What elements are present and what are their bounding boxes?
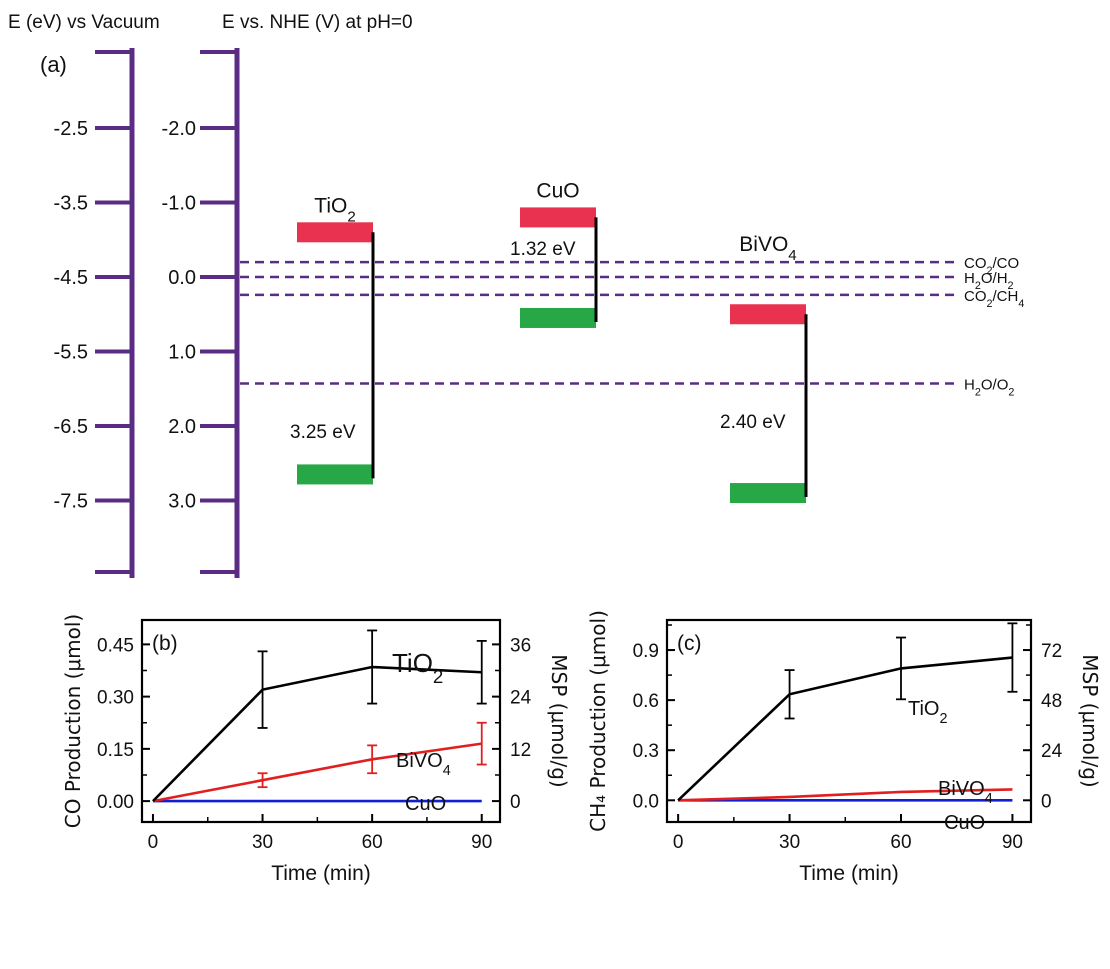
material-name: BiVO4: [739, 233, 796, 264]
y2-tick-label: 36: [510, 635, 531, 656]
y2-tick-label: 72: [1041, 641, 1062, 662]
vacuum-tick-label: -5.5: [54, 342, 88, 364]
nhe-tick-label: 0.0: [168, 267, 196, 289]
y-axis-label: CH₄ Production (μmol): [586, 610, 610, 832]
panel-a-label: (a): [40, 52, 67, 77]
y2-axis-label: MSP (μmol/g): [1078, 654, 1102, 787]
series-label: CuO: [405, 793, 446, 815]
vacuum-tick-label: -6.5: [54, 416, 88, 438]
x-tick-label: 30: [252, 832, 273, 853]
y-tick-label: 0.9: [633, 641, 659, 662]
x-tick-label: 0: [148, 832, 159, 853]
x-tick-label: 90: [471, 832, 492, 853]
material-name: TiO2: [314, 194, 355, 225]
y2-tick-label: 0: [510, 792, 521, 813]
y-tick-label: 0.45: [97, 635, 134, 656]
vacuum-tick-label: -2.5: [54, 118, 88, 140]
nhe-tick-label: -2.0: [162, 118, 196, 140]
nhe-tick-label: 2.0: [168, 416, 196, 438]
band-gap-label: 1.32 eV: [510, 239, 576, 260]
vacuum-tick-label: -7.5: [54, 491, 88, 513]
x-tick-label: 0: [673, 832, 684, 853]
vacuum-axis-title: E (eV) vs Vacuum: [8, 12, 160, 33]
y-tick-label: 0.15: [97, 740, 134, 761]
y-axis-label: CO Production (μmol): [61, 614, 85, 828]
panel-c-ch4-production: 0 30 60 90 0.0 0 0.3 24 0.6 48 0.9 72 Time (min) CH₄ …: [586, 610, 1102, 885]
band-gap-label: 2.40 eV: [720, 412, 786, 433]
vacuum-tick-label: -4.5: [54, 267, 88, 289]
conduction-band: [297, 222, 373, 243]
panel-label: (c): [677, 632, 702, 655]
valence-band: [297, 464, 373, 485]
y-tick-label: 0.6: [633, 691, 659, 712]
valence-band: [730, 483, 806, 504]
vacuum-tick-label: -3.5: [54, 193, 88, 215]
redox-couple-label: H2O/O2: [964, 377, 1014, 399]
conduction-band: [730, 304, 806, 325]
redox-couple-label: CO2/CH4: [964, 288, 1024, 310]
series-line: [677, 656, 1013, 802]
redox-couple-label: CO2/CO: [964, 255, 1019, 277]
panel-label: (b): [152, 632, 178, 655]
y2-tick-label: 48: [1041, 691, 1062, 712]
x-tick-label: 60: [362, 832, 383, 853]
series-line: [152, 665, 482, 803]
series-label: TiO2: [908, 698, 948, 727]
x-tick-label: 30: [779, 832, 800, 853]
panel-b-co-production: 0 30 60 90 0.00 0 0.15 12 0.30 24 0.45 36 Time (min)…: [61, 614, 571, 885]
x-tick-label: 60: [890, 832, 911, 853]
panel-a-band-diagram: E (eV) vs Vacuum E vs. NHE (V) at pH=0 (…: [8, 12, 1024, 578]
y2-tick-label: 24: [1041, 741, 1063, 762]
nhe-tick-label: -1.0: [162, 193, 196, 215]
y-tick-label: 0.00: [97, 792, 134, 813]
redox-couple-label: H2O/H2: [964, 270, 1014, 292]
series-line: [678, 788, 1013, 802]
nhe-tick-label: 3.0: [168, 491, 196, 513]
nhe-tick-label: 1.0: [168, 342, 196, 364]
series-label: BiVO4: [938, 778, 993, 807]
y-tick-label: 0.3: [633, 741, 659, 762]
y2-tick-label: 0: [1041, 791, 1052, 812]
valence-band: [520, 307, 596, 328]
plot-frame: [665, 618, 1033, 824]
plot-frame: [140, 618, 502, 824]
x-tick-label: 90: [1002, 832, 1023, 853]
conduction-band: [520, 207, 596, 228]
series-label: TiO2: [392, 648, 443, 687]
material-name: CuO: [536, 179, 579, 202]
series-line: [152, 742, 482, 803]
y2-tick-label: 24: [510, 688, 532, 709]
y-tick-label: 0.30: [97, 688, 134, 709]
series-label: BiVO4: [396, 750, 451, 779]
band-gap-label: 3.25 eV: [290, 422, 356, 443]
y2-tick-label: 12: [510, 740, 531, 761]
y2-axis-label: MSP (μmol/g): [547, 654, 571, 787]
nhe-axis-title: E vs. NHE (V) at pH=0: [222, 12, 413, 33]
x-axis-label: Time (min): [271, 862, 371, 885]
series-label: CuO: [944, 812, 985, 834]
x-axis-label: Time (min): [799, 862, 899, 885]
y-tick-label: 0.0: [633, 791, 659, 812]
